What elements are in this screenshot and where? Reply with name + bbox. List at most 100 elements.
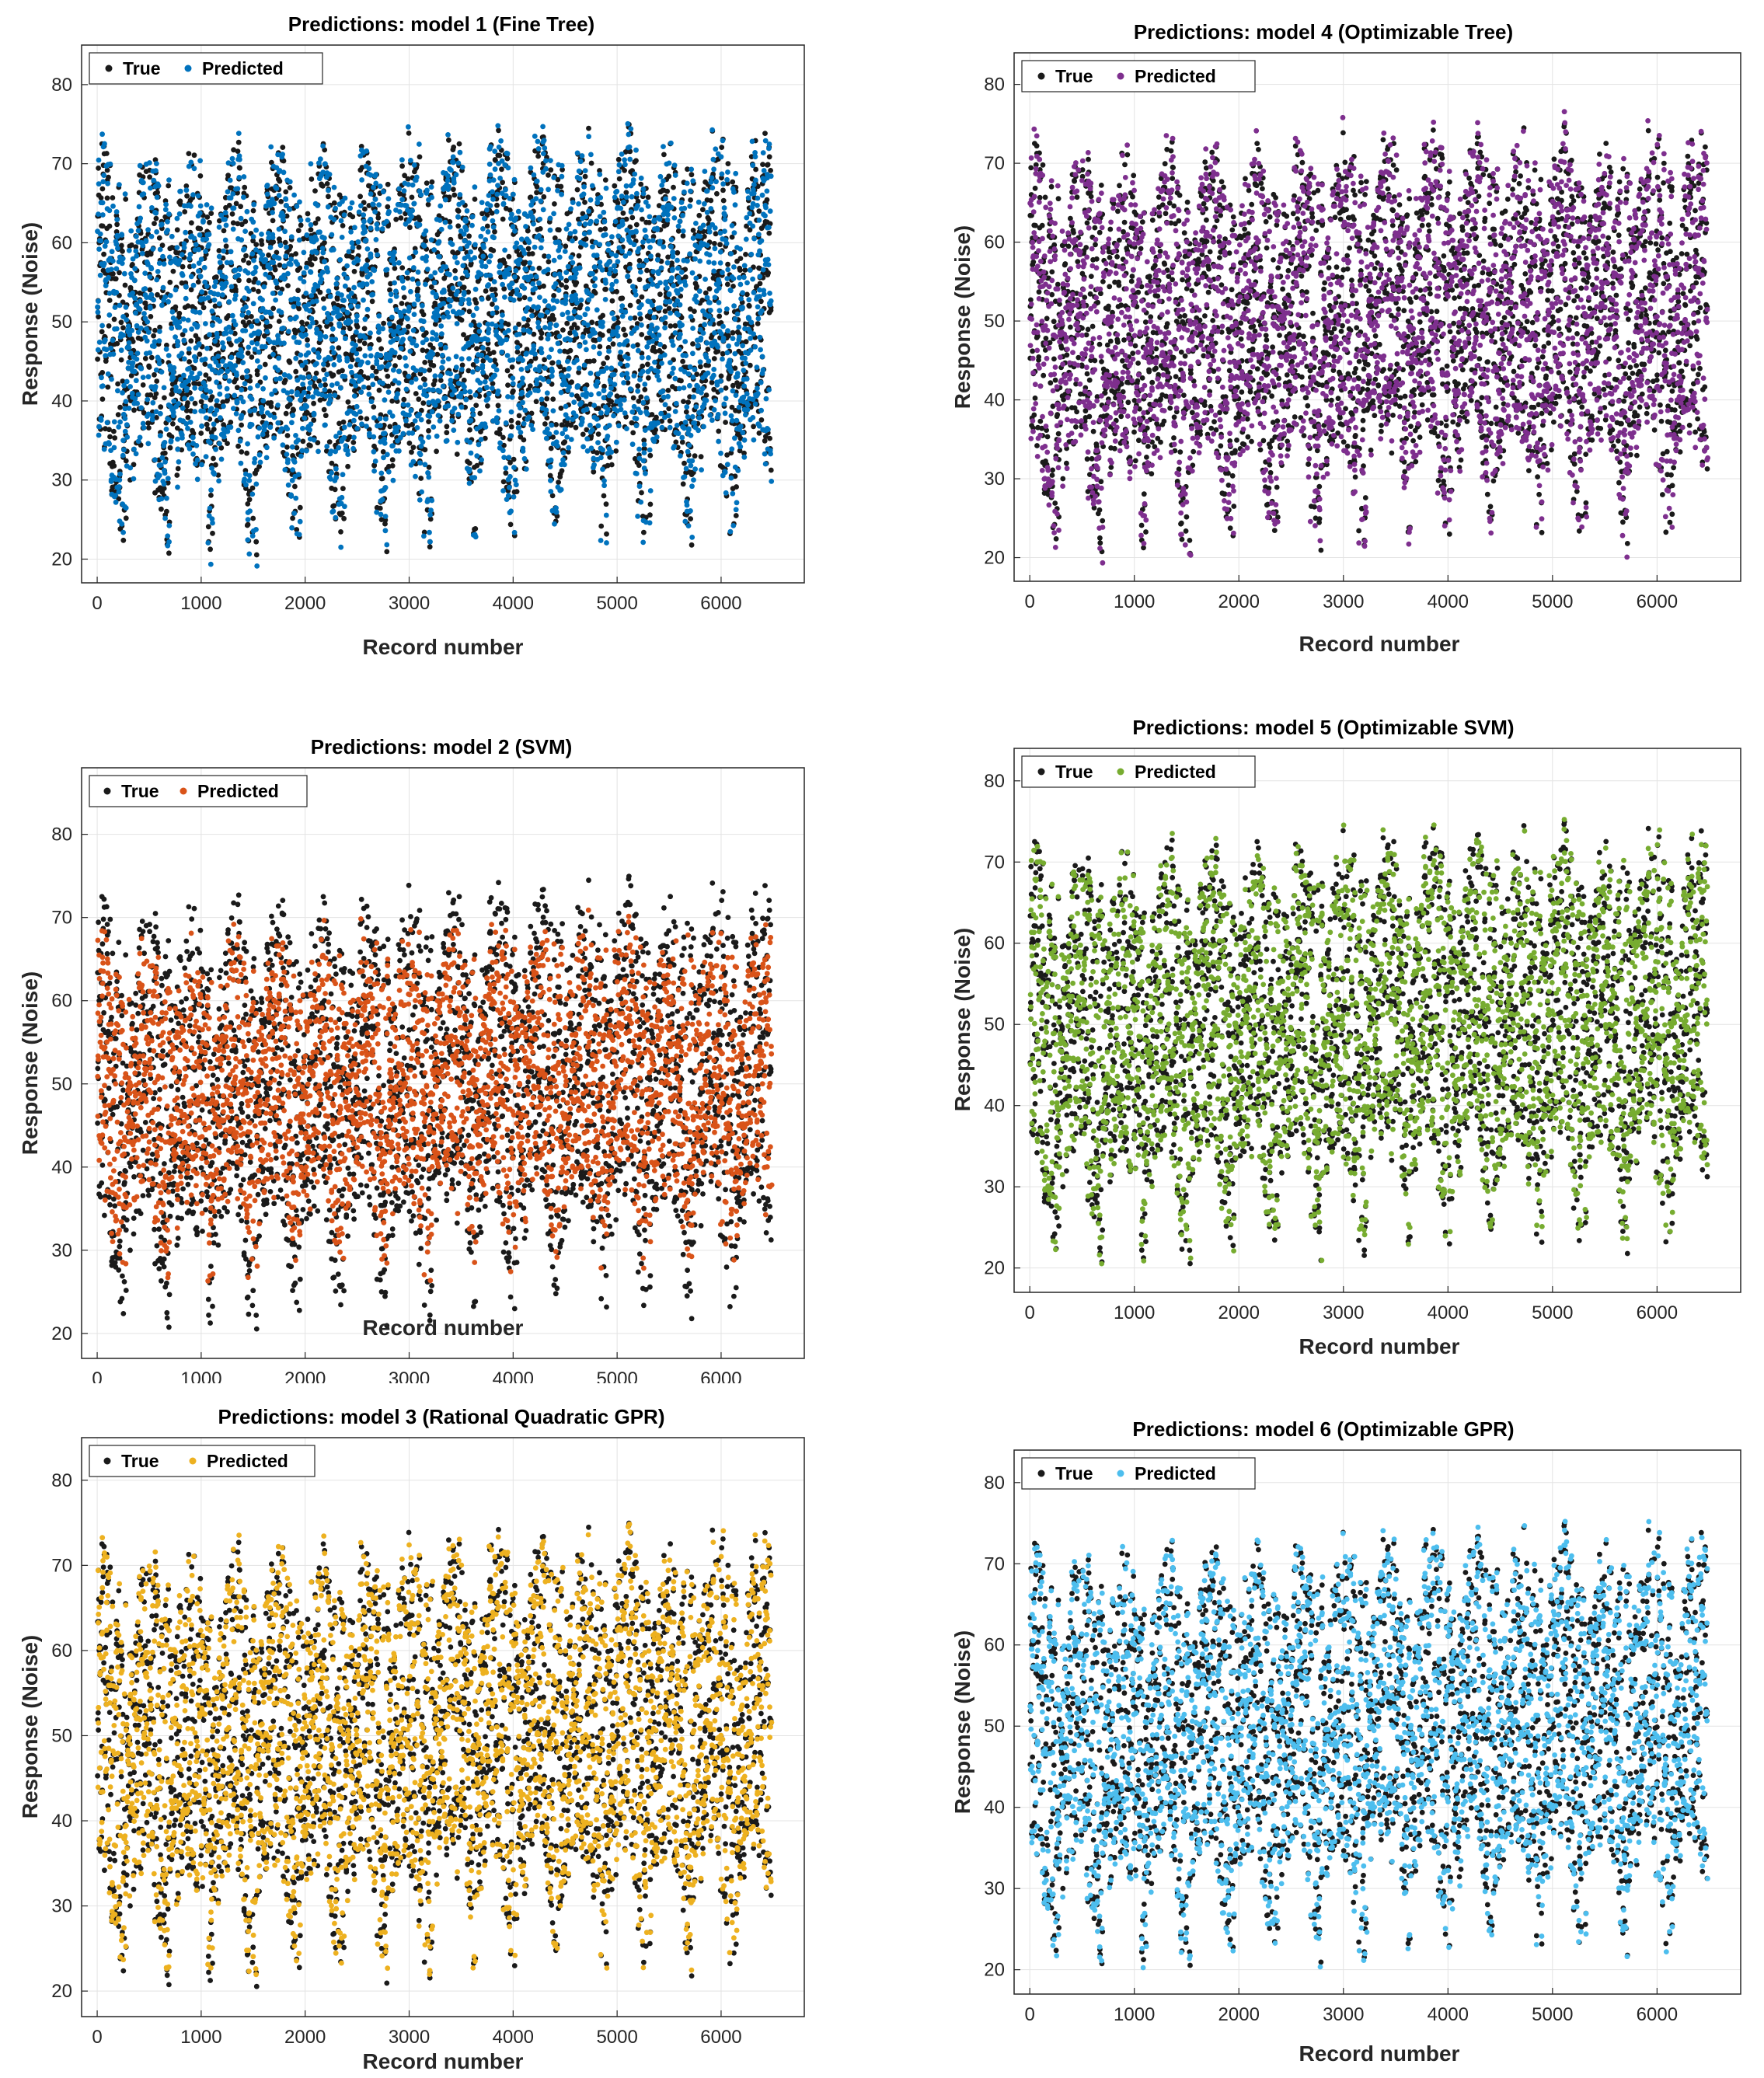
true-point: [576, 369, 581, 375]
predicted-point: [285, 457, 291, 462]
predicted-point: [160, 284, 166, 291]
true-point: [164, 508, 169, 514]
predicted-point: [439, 364, 444, 371]
true-point: [197, 226, 204, 232]
predicted-point: [232, 267, 239, 274]
predicted-point: [371, 448, 377, 455]
predicted-point: [409, 379, 414, 385]
true-point: [308, 227, 314, 233]
true-point: [603, 286, 608, 292]
true-point: [212, 303, 218, 309]
predicted-point: [389, 413, 396, 419]
true-point: [534, 184, 540, 190]
predicted-point: [435, 398, 441, 404]
predicted-point: [444, 309, 450, 316]
true-point: [620, 210, 626, 216]
predicted-point: [396, 448, 402, 454]
true-point: [586, 125, 591, 131]
true-point: [420, 400, 427, 406]
true-point: [157, 324, 163, 330]
predicted-point: [373, 172, 378, 178]
true-point: [422, 376, 427, 382]
true-point: [615, 200, 621, 206]
true-point: [186, 350, 192, 356]
true-point: [345, 463, 350, 469]
predicted-point: [287, 374, 293, 380]
predicted-point: [239, 387, 245, 392]
true-point: [465, 289, 472, 295]
true-point: [612, 183, 618, 189]
true-point: [208, 493, 214, 498]
predicted-point: [157, 329, 162, 334]
predicted-point: [463, 396, 469, 403]
predicted-point: [347, 422, 353, 427]
predicted-point: [133, 451, 139, 457]
true-point: [531, 331, 537, 337]
predicted-point: [228, 195, 234, 201]
true-point: [504, 155, 511, 162]
predicted-point: [125, 365, 131, 371]
predicted-point: [96, 432, 102, 438]
predicted-point: [411, 162, 417, 168]
predicted-point: [442, 219, 448, 225]
predicted-point: [211, 411, 218, 417]
predicted-point: [206, 232, 212, 237]
predicted-point: [309, 293, 315, 298]
true-point: [724, 281, 730, 288]
predicted-point: [263, 420, 270, 427]
predicted-point: [138, 215, 144, 221]
predicted-point: [264, 445, 270, 451]
predicted-point: [329, 326, 336, 332]
predicted-point: [206, 242, 212, 248]
true-point: [99, 329, 105, 335]
predicted-point: [293, 314, 299, 320]
true-point: [768, 308, 774, 313]
true-point: [687, 394, 692, 399]
chart-svg: Predictions: model 1 (Fine Tree) 0 1000 20…: [18, 12, 805, 659]
predicted-point: [141, 180, 146, 186]
true-point: [625, 380, 631, 385]
predicted-point: [455, 439, 461, 445]
predicted-point: [106, 207, 113, 214]
true-point: [447, 219, 453, 225]
predicted-point: [109, 376, 114, 382]
predicted-point: [152, 384, 159, 389]
predicted-point: [284, 203, 289, 208]
predicted-point: [329, 345, 336, 351]
predicted-point: [307, 427, 312, 433]
true-point: [583, 236, 589, 242]
true-point: [190, 431, 197, 437]
true-point: [743, 339, 749, 345]
predicted-point: [305, 217, 311, 223]
true-point: [665, 388, 671, 393]
true-point: [426, 427, 431, 434]
true-point: [584, 427, 590, 433]
true-point: [501, 286, 507, 292]
true-point: [322, 413, 329, 419]
true-point: [243, 315, 249, 320]
predicted-point: [100, 179, 106, 185]
predicted-point: [170, 410, 176, 416]
true-point: [500, 479, 507, 485]
true-point: [120, 378, 126, 384]
true-point: [655, 253, 661, 259]
predicted-point: [257, 459, 263, 465]
true-point: [733, 513, 739, 518]
predicted-point: [332, 392, 338, 399]
predicted-point: [319, 269, 326, 275]
predicted-point: [141, 311, 147, 316]
predicted-point: [140, 420, 146, 427]
predicted-point: [301, 375, 306, 381]
predicted-point: [449, 242, 455, 247]
predicted-point: [417, 221, 423, 228]
predicted-point: [355, 257, 361, 263]
true-point: [207, 546, 213, 553]
predicted-point: [404, 270, 410, 276]
predicted-point: [290, 413, 295, 418]
true-point: [326, 439, 333, 445]
true-point: [359, 165, 365, 170]
true-point: [665, 254, 671, 260]
predicted-point: [351, 393, 357, 399]
predicted-point: [99, 383, 105, 389]
predicted-point: [424, 187, 430, 194]
